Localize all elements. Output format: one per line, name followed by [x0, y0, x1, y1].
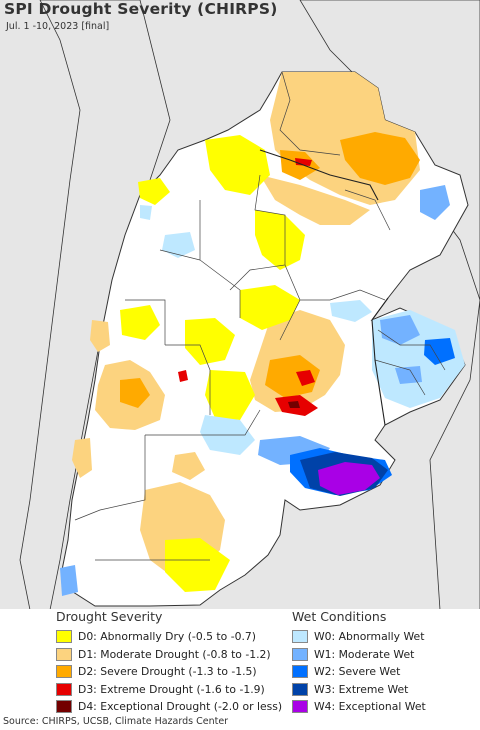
legend-label-w1: W1: Moderate Wet	[314, 647, 415, 661]
legend-label-w2: W2: Severe Wet	[314, 665, 401, 679]
wet-w4-areas	[318, 462, 380, 495]
legend-item-d0: D0: Abnormally Dry (-0.5 to -0.7)	[56, 628, 282, 646]
legend-wet: Wet Conditions W0: Abnormally Wet W1: Mo…	[292, 609, 426, 716]
legend-label-d3: D3: Extreme Drought (-1.6 to -1.9)	[78, 682, 265, 696]
legend-item-d1: D1: Moderate Drought (-0.8 to -1.2)	[56, 646, 282, 664]
drought-d0-areas	[120, 135, 305, 592]
map-title: SPI Drought Severity (CHIRPS)	[4, 0, 278, 18]
country-borders	[259, 149, 389, 426]
legend-label-w3: W3: Extreme Wet	[314, 682, 409, 696]
legend-item-w3: W3: Extreme Wet	[292, 681, 426, 699]
legend-label-d4: D4: Exceptional Drought (-2.0 or less)	[78, 700, 283, 714]
swatch-w3	[292, 682, 308, 696]
legend-drought-heading: Drought Severity	[56, 609, 163, 624]
legend-item-w4: W4: Exceptional Wet	[292, 698, 426, 716]
legend-label-d1: D1: Moderate Drought (-0.8 to -1.2)	[78, 647, 271, 661]
legend-label-d2: D2: Severe Drought (-1.3 to -1.5)	[78, 665, 257, 679]
source-footer: Source: CHIRPS, UCSB, Climate Hazards Ce…	[3, 716, 229, 727]
legend-label-w4: W4: Exceptional Wet	[314, 700, 426, 714]
swatch-w2	[292, 665, 308, 679]
province-borders	[74, 71, 446, 561]
map-subtitle: Jul. 1 -10, 2023 [final]	[6, 21, 110, 32]
swatch-d1	[56, 647, 72, 661]
legend-label-d0: D0: Abnormally Dry (-0.5 to -0.7)	[78, 630, 256, 644]
drought-map: SPI Drought Severity (CHIRPS) Jul. 1 -10…	[0, 0, 480, 610]
swatch-w1	[292, 647, 308, 661]
swatch-d4	[56, 700, 72, 714]
swatch-d0	[56, 630, 72, 644]
legend-item-w1: W1: Moderate Wet	[292, 646, 426, 664]
legend-wet-heading: Wet Conditions	[292, 609, 387, 624]
swatch-w4	[292, 700, 308, 714]
legend-item-w2: W2: Severe Wet	[292, 663, 426, 681]
legend-item-w0: W0: Abnormally Wet	[292, 628, 426, 646]
legend-drought: Drought Severity D0: Abnormally Dry (-0.…	[56, 609, 282, 716]
drought-d4-areas	[288, 401, 300, 408]
legend-label-w0: W0: Abnormally Wet	[314, 630, 425, 644]
swatch-d2	[56, 665, 72, 679]
legend-item-d3: D3: Extreme Drought (-1.6 to -1.9)	[56, 681, 282, 699]
map-canvas	[0, 0, 480, 610]
swatch-w0	[292, 630, 308, 644]
legend-item-d2: D2: Severe Drought (-1.3 to -1.5)	[56, 663, 282, 681]
wet-w1-areas	[60, 185, 450, 596]
swatch-d3	[56, 682, 72, 696]
legend-item-d4: D4: Exceptional Drought (-2.0 or less)	[56, 698, 282, 716]
legend: Drought Severity D0: Abnormally Dry (-0.…	[0, 609, 480, 716]
